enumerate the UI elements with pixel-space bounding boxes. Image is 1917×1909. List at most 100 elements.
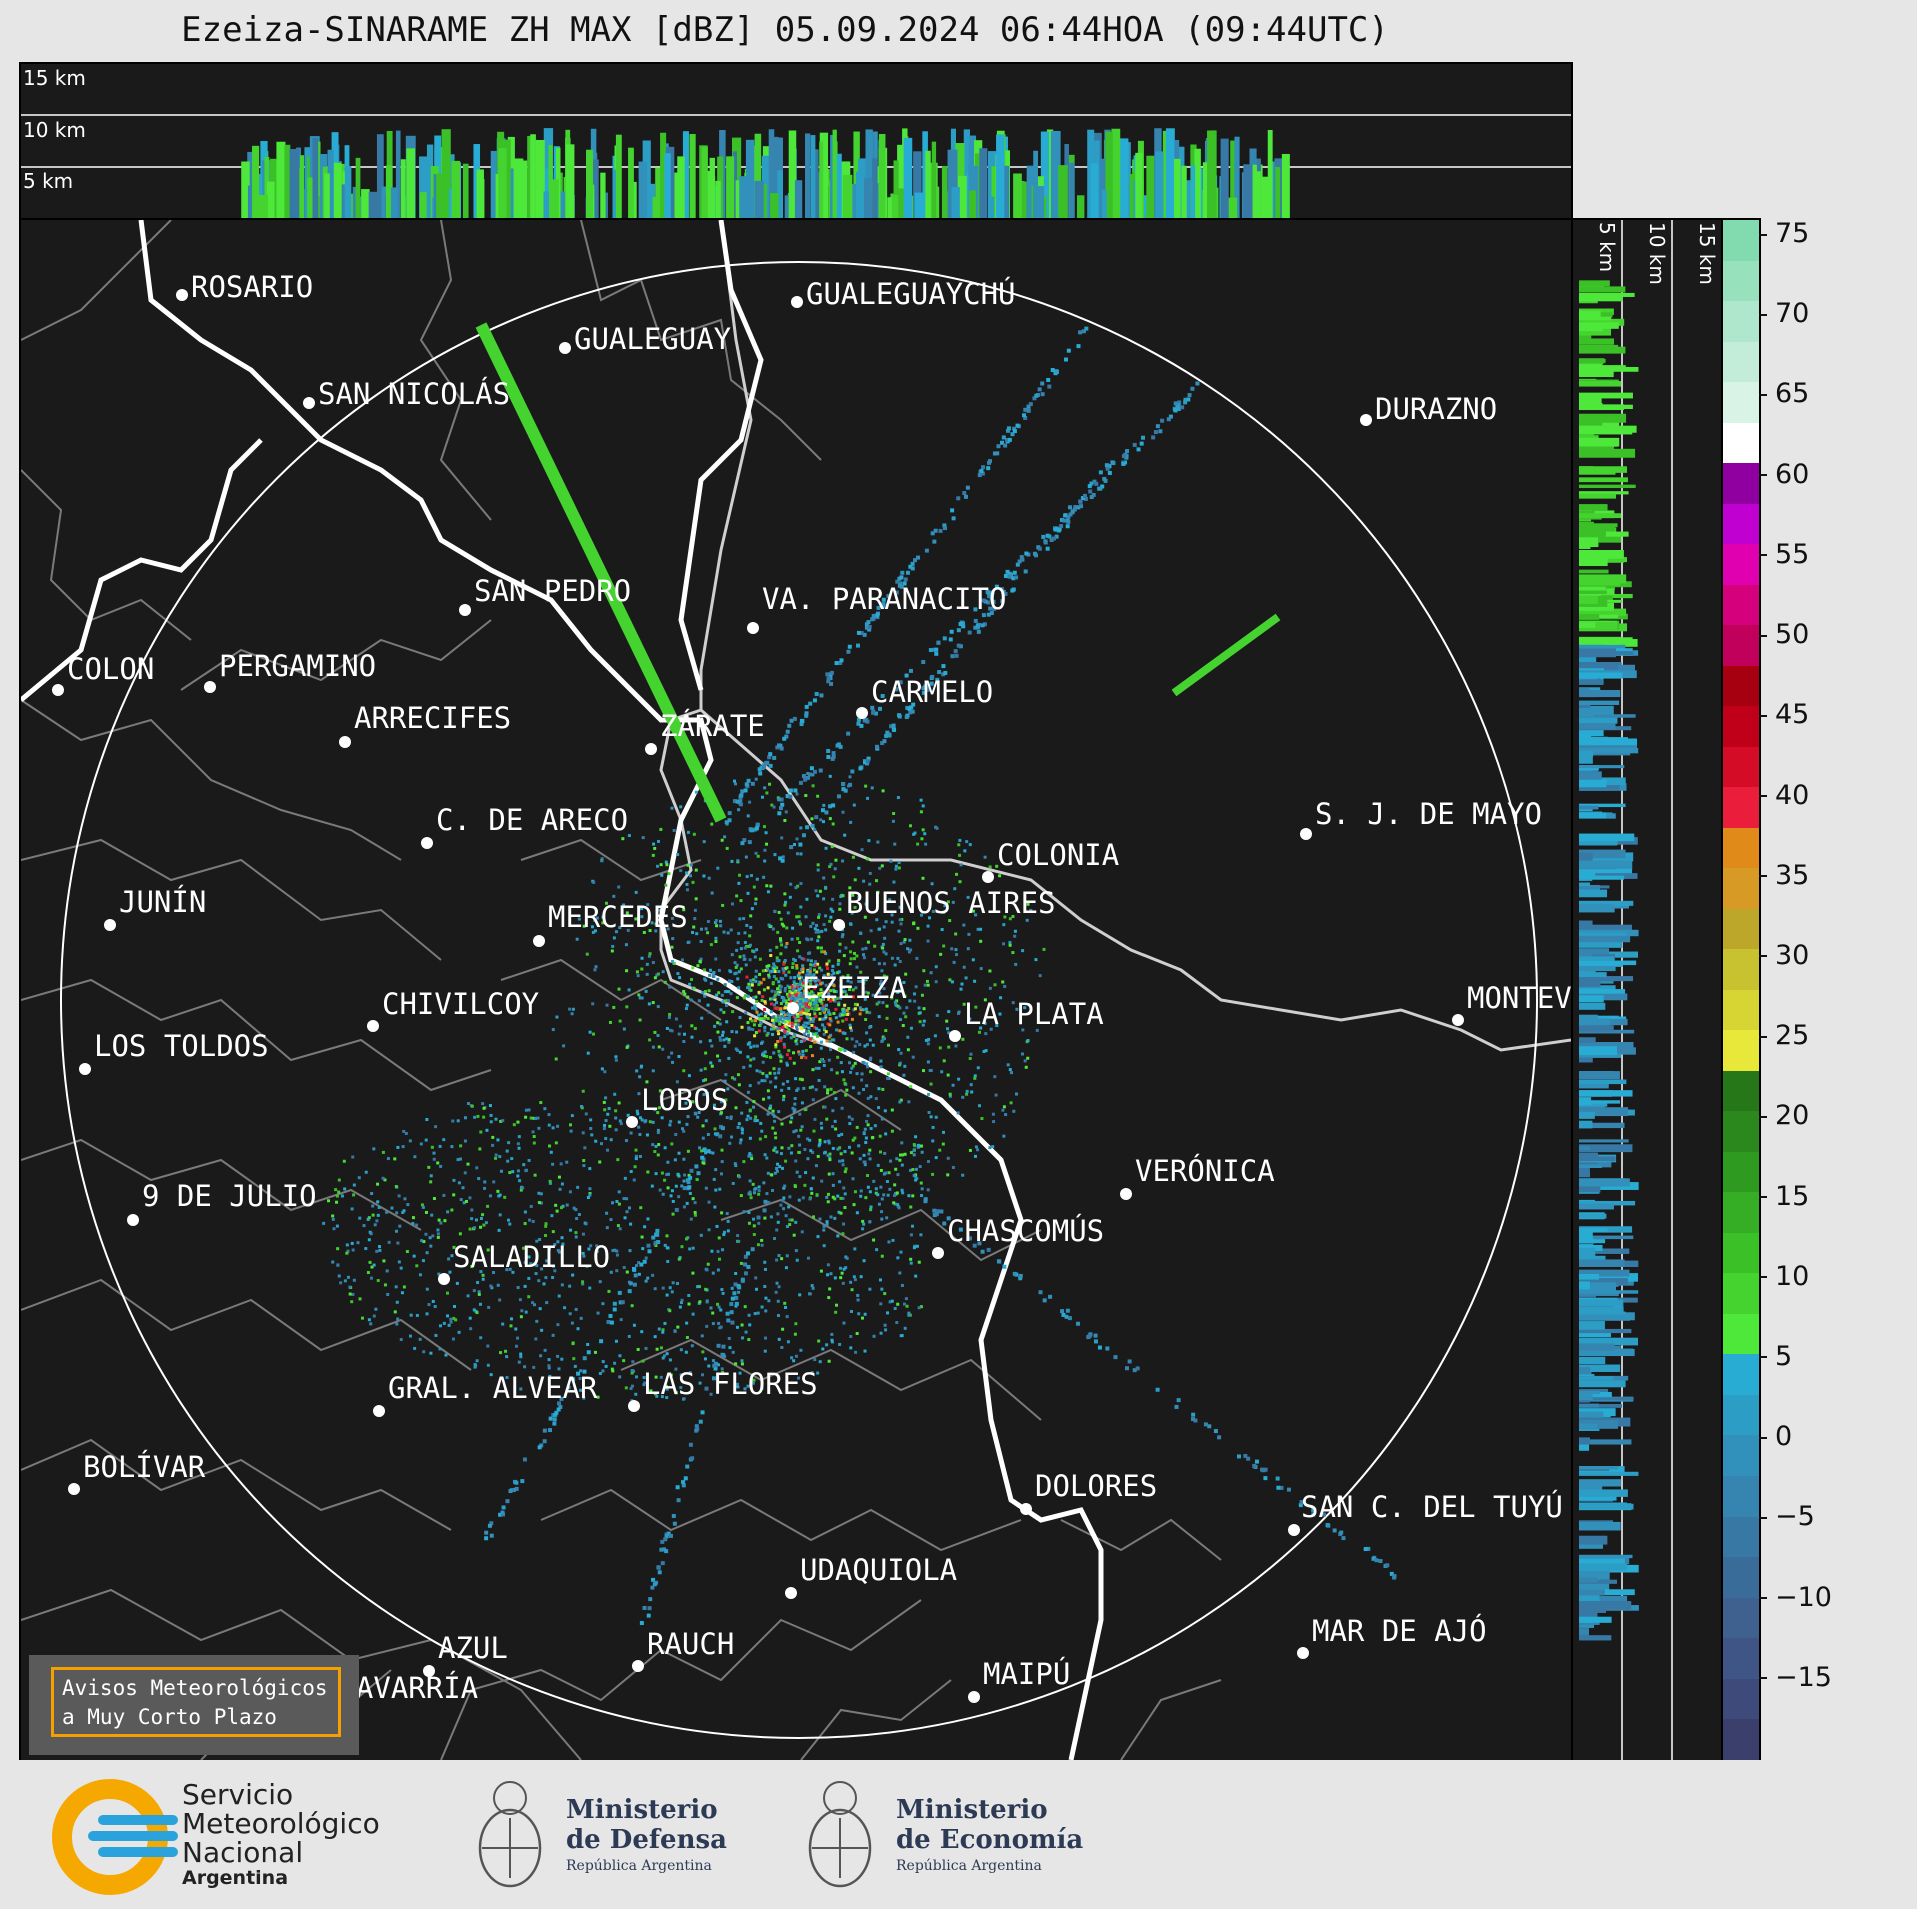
echo-cell: [788, 993, 792, 997]
echo-cell: [954, 653, 959, 658]
echo-cell: [832, 971, 836, 975]
top-echo-column: [1181, 165, 1187, 218]
echo-cell: [987, 460, 992, 465]
echo-cell: [898, 959, 902, 963]
echo-cell: [452, 1316, 456, 1320]
echo-cell: [485, 1128, 489, 1132]
echo-cell: [749, 988, 753, 992]
echo-cell: [772, 966, 776, 970]
echo-cell: [715, 993, 719, 997]
echo-cell: [508, 1171, 512, 1175]
echo-cell: [764, 761, 769, 766]
echo-cell: [787, 997, 791, 1001]
echo-cell: [1105, 466, 1110, 471]
echo-cell: [905, 1304, 909, 1308]
colorbar-segment: [1723, 1678, 1759, 1720]
echo-cell: [828, 865, 832, 869]
top-echo-column: [827, 180, 833, 218]
echo-cell: [824, 1030, 828, 1034]
echo-cell: [1050, 368, 1055, 373]
top-echo-column: [527, 135, 532, 218]
echo-cell: [1004, 1113, 1008, 1117]
colorbar-segment: [1723, 665, 1759, 707]
echo-cell: [738, 1141, 742, 1145]
echo-cell: [964, 976, 968, 980]
echo-cell: [734, 1301, 739, 1306]
echo-cell: [899, 1051, 903, 1055]
echo-cell: [871, 710, 876, 715]
top-cross-section-echoes: [21, 114, 1571, 218]
echo-cell: [893, 1000, 897, 1004]
top-echo-column: [1208, 160, 1213, 218]
echo-cell: [742, 917, 746, 921]
side-echo-row: [1579, 679, 1603, 685]
echo-cell: [739, 947, 743, 951]
echo-cell: [738, 797, 743, 802]
side-echo-row: [1579, 771, 1602, 780]
echo-cell: [818, 1017, 822, 1021]
echo-cell: [773, 1171, 777, 1175]
echo-cell: [754, 1115, 758, 1119]
echo-cell: [784, 1017, 788, 1021]
side-echo-row: [1579, 513, 1622, 519]
echo-cell: [656, 1565, 661, 1570]
echo-cell: [618, 1354, 622, 1358]
echo-cell: [888, 898, 892, 902]
side-echo-row: [1579, 443, 1614, 452]
echo-cell: [882, 739, 887, 744]
echo-cell: [466, 1162, 470, 1166]
echo-cell: [554, 1057, 558, 1061]
top-echo-column: [674, 172, 681, 218]
side-echo-row: [1579, 1037, 1596, 1043]
echo-cell: [879, 1331, 883, 1335]
echo-cell: [608, 1124, 612, 1128]
echo-cell: [752, 1100, 756, 1104]
echo-cell: [676, 1498, 681, 1503]
echo-cell: [782, 736, 787, 741]
echo-cell: [855, 1332, 859, 1336]
echo-cell: [965, 485, 970, 490]
echo-cell: [657, 1045, 661, 1049]
echo-cell: [1010, 432, 1015, 437]
echo-cell: [808, 999, 812, 1003]
echo-cell: [628, 1281, 633, 1286]
echo-cell: [348, 1285, 352, 1289]
echo-cell: [1002, 942, 1006, 946]
echo-cell: [425, 1117, 429, 1121]
echo-cell: [864, 622, 869, 627]
echo-cell: [715, 1132, 720, 1137]
side-echo-row: [1579, 1144, 1633, 1153]
echo-cell: [415, 1264, 419, 1268]
echo-cell: [808, 701, 813, 706]
echo-cell: [696, 964, 700, 968]
echo-cell: [815, 1193, 819, 1197]
echo-cell: [843, 1003, 847, 1007]
echo-cell: [862, 953, 866, 957]
radar-map[interactable]: ROSARIO GUALEGUAYCHÚ GUALEGUAY SAN NICOL…: [19, 218, 1573, 1762]
echo-cell: [989, 596, 994, 601]
echo-cell: [1007, 426, 1012, 431]
echo-cell: [901, 1191, 905, 1195]
echo-cell: [780, 836, 784, 840]
echo-cell: [438, 1144, 442, 1148]
echo-cell: [836, 1147, 840, 1151]
echo-cell: [612, 1005, 616, 1009]
echo-cell: [932, 1208, 937, 1213]
city-dot-san-c-del-tuyu: [1288, 1524, 1300, 1536]
echo-cell: [894, 687, 899, 692]
echo-cell: [804, 1002, 808, 1006]
echo-cell: [799, 1128, 803, 1132]
side-echo-row: [1579, 369, 1614, 378]
echo-cell: [868, 1038, 872, 1042]
echo-cell: [1160, 418, 1165, 423]
echo-cell: [743, 946, 747, 950]
echo-cell: [849, 820, 853, 824]
echo-cell: [606, 1148, 610, 1152]
echo-cell: [837, 1047, 841, 1051]
echo-cell: [668, 985, 672, 989]
echo-cell: [648, 1120, 652, 1124]
echo-cell: [883, 1292, 887, 1296]
echo-cell: [851, 1177, 855, 1181]
avisos-button[interactable]: Avisos Meteorológicos a Muy Corto Plazo: [29, 1655, 359, 1755]
side-echo-row: [1579, 1139, 1629, 1143]
